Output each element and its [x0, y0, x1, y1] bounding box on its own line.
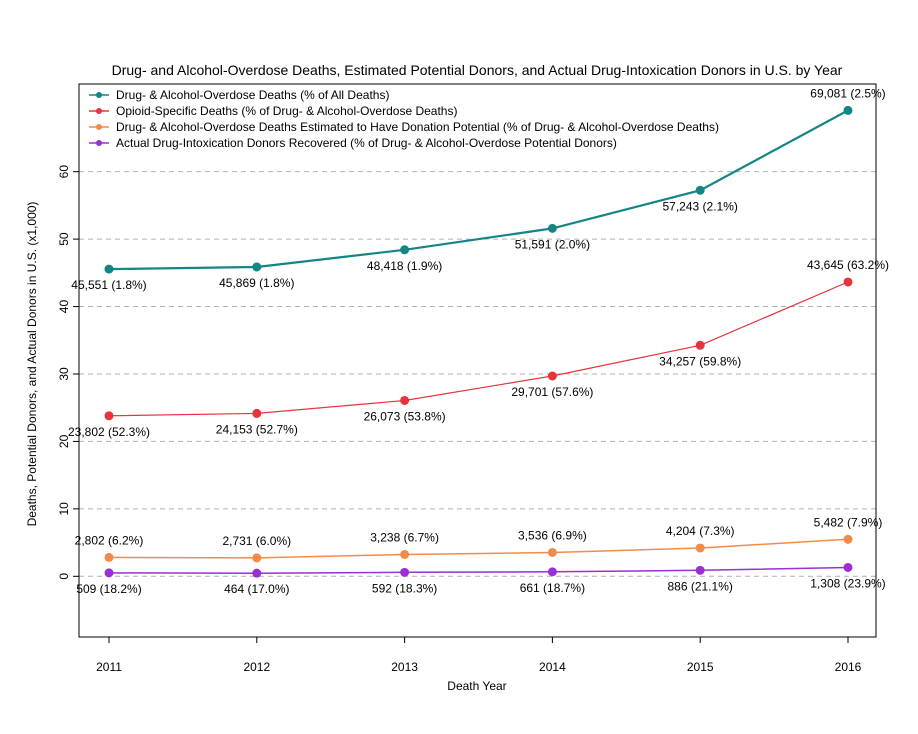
plot-frame [78, 83, 877, 638]
series-1-point [252, 262, 262, 272]
data-label: 3,238 (6.7%) [370, 530, 439, 544]
series-line-1 [108, 109, 849, 271]
x-tick-label: 2011 [96, 660, 122, 674]
y-tick-label: 50 [57, 232, 71, 246]
legend-label: Drug- & Alcohol-Overdose Deaths (% of Al… [116, 88, 389, 102]
legend-marker [96, 124, 102, 130]
data-label: 45,551 (1.8%) [71, 278, 146, 292]
data-label: 23,802 (52.3%) [68, 425, 150, 439]
y-tick-label: 10 [57, 502, 71, 516]
series-4-point [252, 568, 262, 578]
legend-label: Actual Drug-Intoxication Donors Recovere… [116, 136, 617, 150]
legend: Drug- & Alcohol-Overdose Deaths (% of Al… [89, 88, 719, 150]
series-4-point [400, 567, 410, 577]
series-3-point [252, 553, 262, 563]
data-label: 592 (18.3%) [372, 581, 437, 595]
data-label: 4,204 (7.3%) [666, 524, 735, 538]
x-tick-label: 2012 [243, 660, 270, 674]
data-label: 464 (17.0%) [224, 582, 289, 596]
series-4-point [547, 567, 557, 577]
series-3-point [843, 534, 853, 544]
data-label: 57,243 (2.1%) [663, 199, 738, 213]
series-2-point [547, 371, 557, 381]
series-1-point [547, 223, 557, 233]
data-label: 509 (18.2%) [76, 582, 141, 596]
legend-label: Drug- & Alcohol-Overdose Deaths Estimate… [116, 120, 719, 134]
x-tick-label: 2013 [391, 660, 418, 674]
legend-marker [96, 108, 102, 114]
chart-title: Drug- and Alcohol-Overdose Deaths, Estim… [112, 62, 843, 78]
data-labels: 45,551 (1.8%) 45,869 (1.8%) 48,418 (1.9%) 5… [68, 86, 889, 596]
series-4-point [843, 562, 853, 572]
series-2-point [252, 408, 262, 418]
data-label: 886 (21.1%) [668, 579, 733, 593]
series-2-point [695, 340, 705, 350]
data-label: 26,073 (53.8%) [364, 409, 446, 423]
series-layer [104, 105, 853, 578]
data-label: 1,308 (23.9%) [810, 576, 885, 590]
series-3-point [400, 549, 410, 559]
data-label: 34,257 (59.8%) [659, 354, 741, 368]
series-2-point [843, 277, 853, 287]
series-2-point [104, 411, 114, 421]
x-axis-title: Death Year [447, 679, 506, 693]
x-axis: 2011 2012 2013 2014 2015 2016 [96, 637, 862, 674]
series-1-point [695, 185, 705, 195]
y-tick-label: 40 [57, 300, 71, 314]
y-axis-title: Deaths, Potential Donors, and Actual Don… [25, 202, 39, 527]
y-tick-label: 60 [57, 165, 71, 179]
data-label: 2,802 (6.2%) [75, 533, 144, 547]
data-label: 48,418 (1.9%) [367, 259, 442, 273]
legend-marker [96, 140, 102, 146]
data-label: 45,869 (1.8%) [219, 276, 294, 290]
series-3-point [547, 547, 557, 557]
series-2-point [400, 395, 410, 405]
y-tick-label: 20 [57, 434, 71, 448]
series-4-point [104, 568, 114, 578]
data-label: 661 (18.7%) [520, 581, 585, 595]
y-tick-label: 0 [57, 573, 71, 580]
y-tick-label: 30 [57, 367, 71, 381]
series-3-point [695, 543, 705, 553]
y-axis: 0 10 20 30 40 50 60 [57, 165, 79, 580]
series-line-3 [108, 538, 849, 559]
series-line-4 [108, 566, 849, 574]
series-1-point [104, 264, 114, 274]
data-label: 43,645 (63.2%) [807, 258, 889, 272]
data-label: 3,536 (6.9%) [518, 528, 587, 542]
legend-label: Opioid-Specific Deaths (% of Drug- & Alc… [116, 104, 457, 118]
series-line-2 [108, 281, 849, 417]
x-tick-label: 2015 [687, 660, 714, 674]
data-label: 5,482 (7.9%) [814, 515, 883, 529]
series-3-point [104, 552, 114, 562]
data-label: 24,153 (52.7%) [216, 422, 298, 436]
data-label: 29,701 (57.6%) [511, 385, 593, 399]
grid-lines [79, 171, 876, 577]
x-tick-label: 2016 [835, 660, 862, 674]
series-4-point [695, 565, 705, 575]
data-label: 69,081 (2.5%) [810, 86, 885, 100]
series-1-point [843, 105, 853, 115]
series-1-point [400, 245, 410, 255]
data-label: 2,731 (6.0%) [222, 534, 291, 548]
legend-marker [96, 92, 102, 98]
data-label: 51,591 (2.0%) [515, 237, 590, 251]
x-tick-label: 2014 [539, 660, 566, 674]
